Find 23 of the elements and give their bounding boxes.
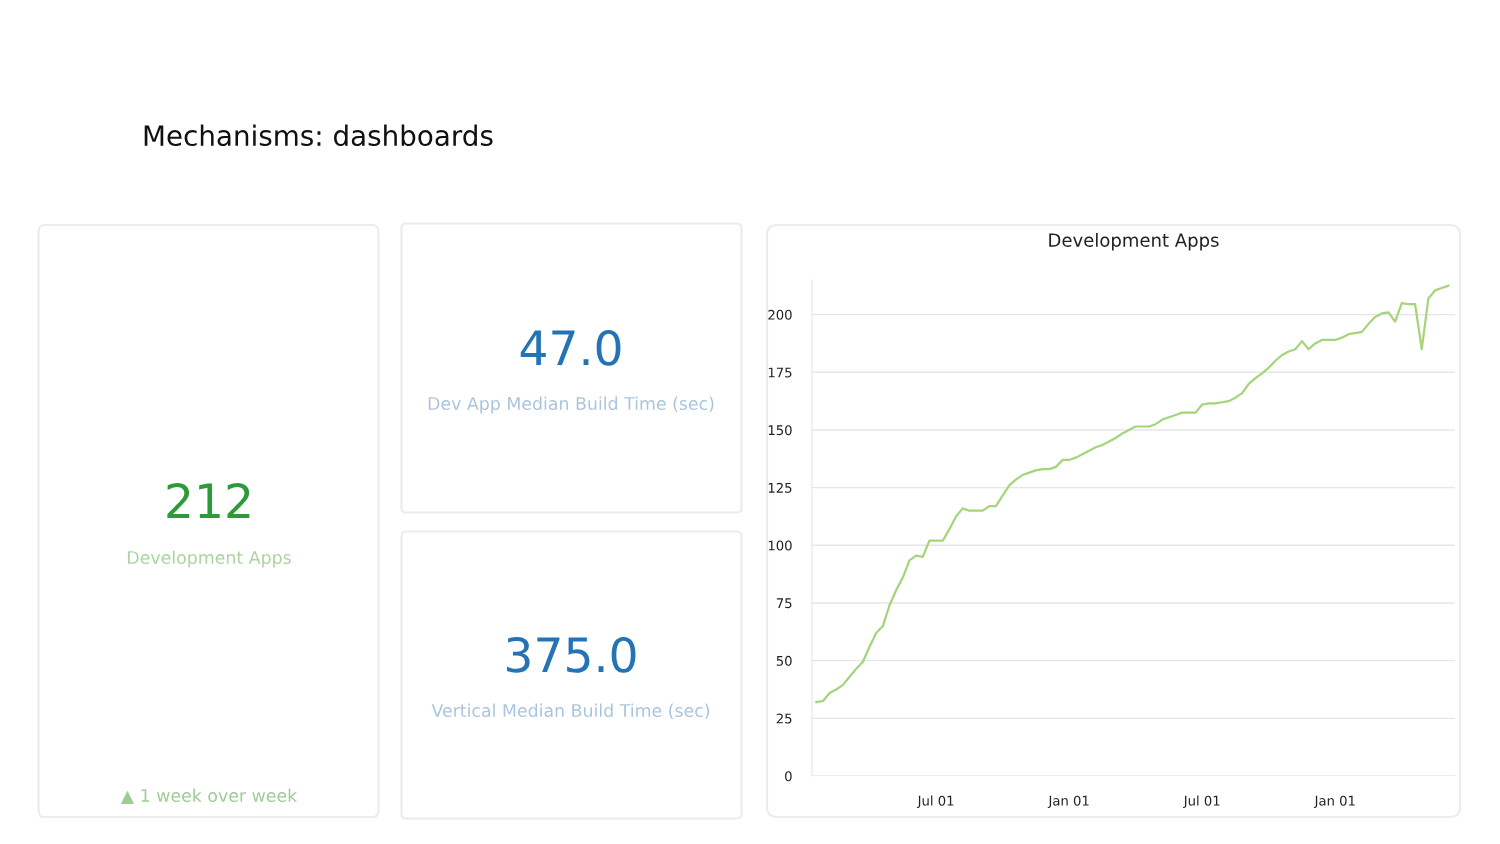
y-tick-label: 150 [768, 425, 792, 436]
x-tick-label: Jul 01 [1183, 795, 1220, 809]
y-tick-label: 200 [768, 309, 792, 320]
text: Dev App Median Build Time (sec) [428, 396, 714, 414]
text: ▲ 1 week over week [120, 788, 298, 804]
text: 375.0 [507, 636, 636, 673]
x-tick-label: Jul 01 [916, 795, 954, 809]
chart-title: Development Apps [1049, 232, 1219, 251]
y-tick-label: 75 [776, 598, 792, 609]
x-tick-label: Jan 01 [1047, 795, 1089, 809]
y-tick-label: 175 [768, 367, 792, 378]
text: 47.0 [520, 329, 621, 366]
x-tick-label: Jan 01 [1313, 795, 1355, 809]
y-tick-label: 0 [785, 771, 792, 782]
text: Development Apps [128, 550, 291, 568]
y-tick-label: 100 [768, 540, 792, 551]
line-series [815, 284, 1450, 704]
text: 212 [167, 482, 250, 519]
y-tick-label: 50 [776, 655, 792, 666]
text: Vertical Median Build Time (sec) [431, 703, 710, 720]
y-tick-label: 125 [768, 482, 792, 493]
y-tick-label: 25 [776, 713, 792, 724]
text: Mechanisms: dashboards [144, 124, 493, 147]
